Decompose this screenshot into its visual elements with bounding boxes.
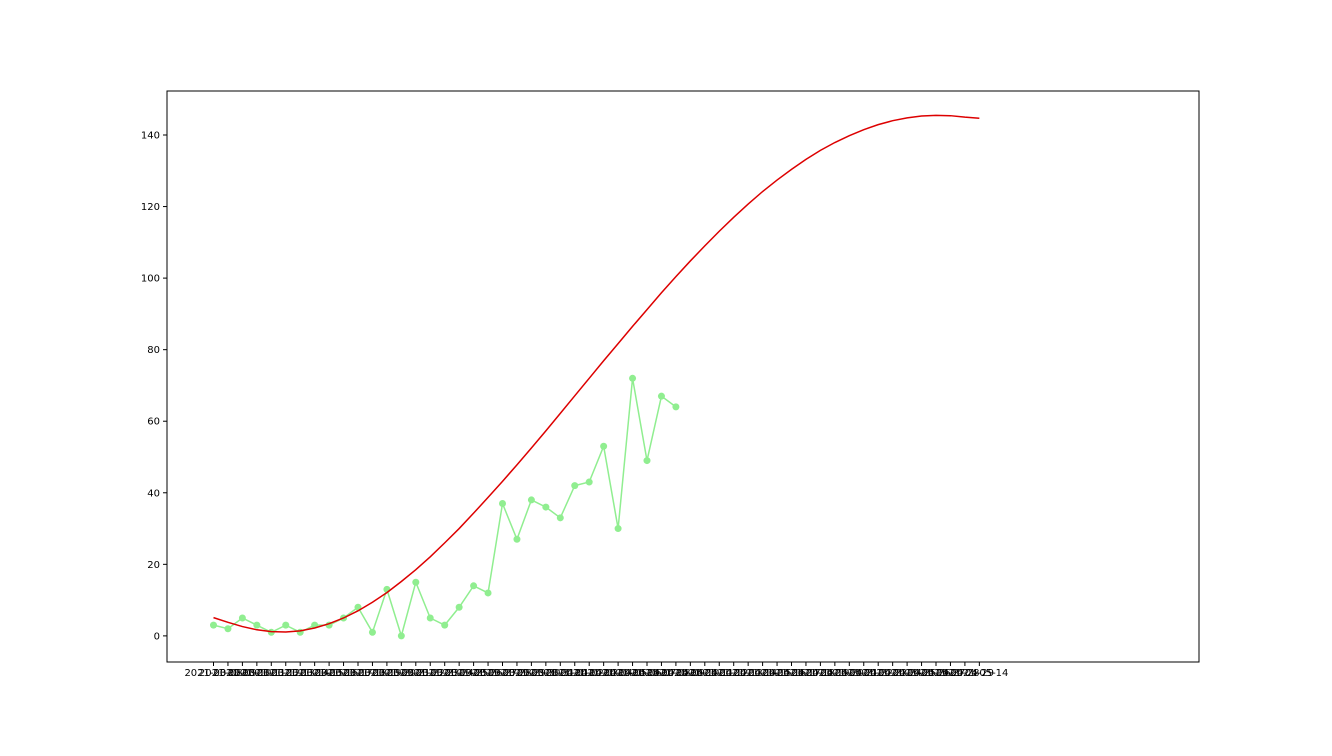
observed-point — [643, 457, 651, 465]
x-tick-label: 2021-04-17 — [762, 668, 820, 679]
y-tick-label: 80 — [147, 345, 160, 356]
x-tick-label: 2021-04-24 — [864, 668, 922, 679]
x-tick-label: 2021-03-24 — [416, 668, 474, 679]
observed-point — [571, 482, 579, 490]
y-tick-label: 20 — [147, 560, 160, 571]
x-tick-label: 2021-04-07 — [618, 668, 676, 679]
x-tick-label: 2021-03-08 — [184, 668, 242, 679]
y-tick-label: 60 — [147, 417, 160, 428]
x-tick-label: 2021-03-20 — [358, 668, 416, 679]
observed-point — [556, 514, 564, 522]
plot-area — [210, 114, 980, 640]
observed-point — [672, 403, 680, 411]
x-tick-label: 2021-03-22 — [387, 668, 445, 679]
x-tick-label: 2021-04-01 — [531, 668, 589, 679]
x-tick-label: 2021-04-13 — [705, 668, 763, 679]
x-tick-label: 2021-04-23 — [849, 668, 907, 679]
x-tick-label: 2021-03-23 — [401, 668, 459, 679]
observed-point — [527, 496, 535, 504]
observed-point — [412, 578, 420, 586]
x-tick-label: 2021-04-11 — [676, 668, 734, 679]
observed-point — [253, 621, 261, 629]
x-tick-label: 2021-04-18 — [777, 668, 835, 679]
y-tick-label: 40 — [147, 488, 160, 499]
x-tick-label: 2021-03-16 — [300, 668, 358, 679]
x-tick-label: 2021-04-09 — [647, 668, 705, 679]
x-tick-label: 2021-04-16 — [748, 668, 806, 679]
x-tick-label: 2021-03-14 — [271, 668, 329, 679]
x-tick-label: 2021-03-11 — [228, 668, 286, 679]
observed-point — [426, 614, 434, 622]
x-tick-label: 2021-04-25 — [878, 668, 936, 679]
x-tick-label: 2021-03-17 — [314, 668, 372, 679]
observed-point — [614, 525, 622, 533]
x-tick-label: 2021-04-02 — [546, 668, 604, 679]
x-tick-label: 2021-03-26 — [445, 668, 503, 679]
observed-point — [657, 392, 665, 400]
observed-point — [470, 582, 478, 590]
y-tick-label: 0 — [154, 631, 160, 642]
x-tick-label: 2021-04-14 — [719, 668, 777, 679]
observed-point — [585, 478, 593, 486]
x-tick-label: 2021-04-20 — [806, 668, 864, 679]
x-tick-label: 2021-03-18 — [329, 668, 387, 679]
x-tick-label: 2021-03-09 — [199, 668, 257, 679]
x-tick-label: 2021-04-04 — [575, 668, 633, 679]
plot-frame — [166, 90, 1200, 663]
x-tick-label: 2021-03-12 — [242, 668, 300, 679]
x-tick-label: 2021-04-08 — [632, 668, 690, 679]
x-tick-label: 2021-04-19 — [791, 668, 849, 679]
y-tick-label: 120 — [141, 202, 160, 213]
y-tick-label: 100 — [141, 274, 160, 285]
x-tick-label: 2021-03-15 — [286, 668, 344, 679]
x-tick-label: 2021-03-25 — [430, 668, 488, 679]
x-tick-label: 2021-04-28 — [921, 668, 979, 679]
x-tick-label: 2021-03-28 — [473, 668, 531, 679]
x-tick-label: 2021-03-10 — [213, 668, 271, 679]
x-tick-label: 2021-03-19 — [343, 668, 401, 679]
x-tick-label: 2021-05-14 — [950, 668, 1008, 679]
x-tick-label: 2021-03-30 — [502, 668, 560, 679]
x-tick-label: 2021-04-22 — [835, 668, 893, 679]
fit-series-line — [213, 114, 980, 633]
observed-point — [629, 374, 637, 382]
observed-point — [542, 503, 550, 511]
observed-point — [455, 603, 463, 611]
x-tick-label: 2021-04-21 — [820, 668, 878, 679]
observed-point — [210, 621, 217, 629]
x-tick-label: 2021-03-29 — [488, 668, 546, 679]
y-axis: 0 20 40 60 80 100 120 140 — [141, 131, 167, 642]
observed-series-line — [213, 378, 677, 639]
observed-point — [513, 535, 521, 543]
observed-point — [484, 589, 492, 597]
observed-point — [600, 442, 608, 450]
x-tick-label: 2021-04-05 — [589, 668, 647, 679]
x-tick-label: 2021-04-10 — [661, 668, 719, 679]
observed-point — [499, 500, 506, 508]
observed-point — [397, 632, 405, 640]
x-tick-label: 2021-04-27 — [907, 668, 965, 679]
x-tick-label: 2021-04-03 — [560, 668, 618, 679]
x-axis: 2021-03-082021-03-092021-03-102021-03-11… — [184, 662, 1008, 679]
x-tick-label: 2021-03-27 — [459, 668, 517, 679]
x-tick-label: 2021-04-26 — [892, 668, 950, 679]
observed-point — [282, 621, 290, 629]
x-tick-label: 2021-04-29 — [936, 668, 994, 679]
x-tick-label: 2021-04-06 — [603, 668, 661, 679]
y-tick-label: 140 — [141, 131, 160, 142]
observed-point — [224, 625, 232, 633]
x-tick-label: 2021-03-21 — [372, 668, 430, 679]
x-tick-label: 2021-04-12 — [690, 668, 748, 679]
x-tick-label: 2021-03-13 — [257, 668, 315, 679]
x-tick-label: 2021-03-31 — [517, 668, 575, 679]
observed-point — [238, 614, 246, 622]
observed-point — [368, 628, 376, 636]
observed-point — [441, 621, 449, 629]
x-tick-label: 2021-04-15 — [734, 668, 792, 679]
